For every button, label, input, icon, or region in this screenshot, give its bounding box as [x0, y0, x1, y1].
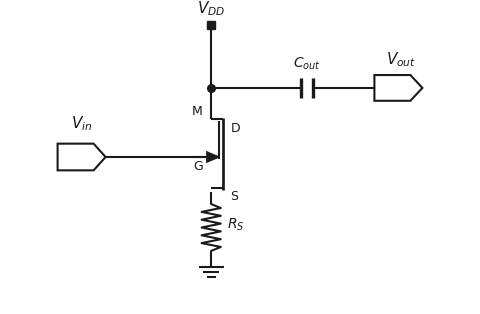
Text: G: G: [193, 160, 203, 172]
Text: S: S: [230, 190, 239, 203]
Text: $V_{out}$: $V_{out}$: [386, 51, 416, 69]
Text: $V_{in}$: $V_{in}$: [71, 114, 92, 133]
Text: D: D: [230, 122, 240, 135]
Text: $R_S$: $R_S$: [227, 216, 244, 233]
Text: $C_{out}$: $C_{out}$: [293, 56, 321, 72]
Text: $V_{DD}$: $V_{DD}$: [197, 0, 226, 18]
Polygon shape: [206, 151, 220, 163]
Text: M: M: [192, 105, 203, 118]
